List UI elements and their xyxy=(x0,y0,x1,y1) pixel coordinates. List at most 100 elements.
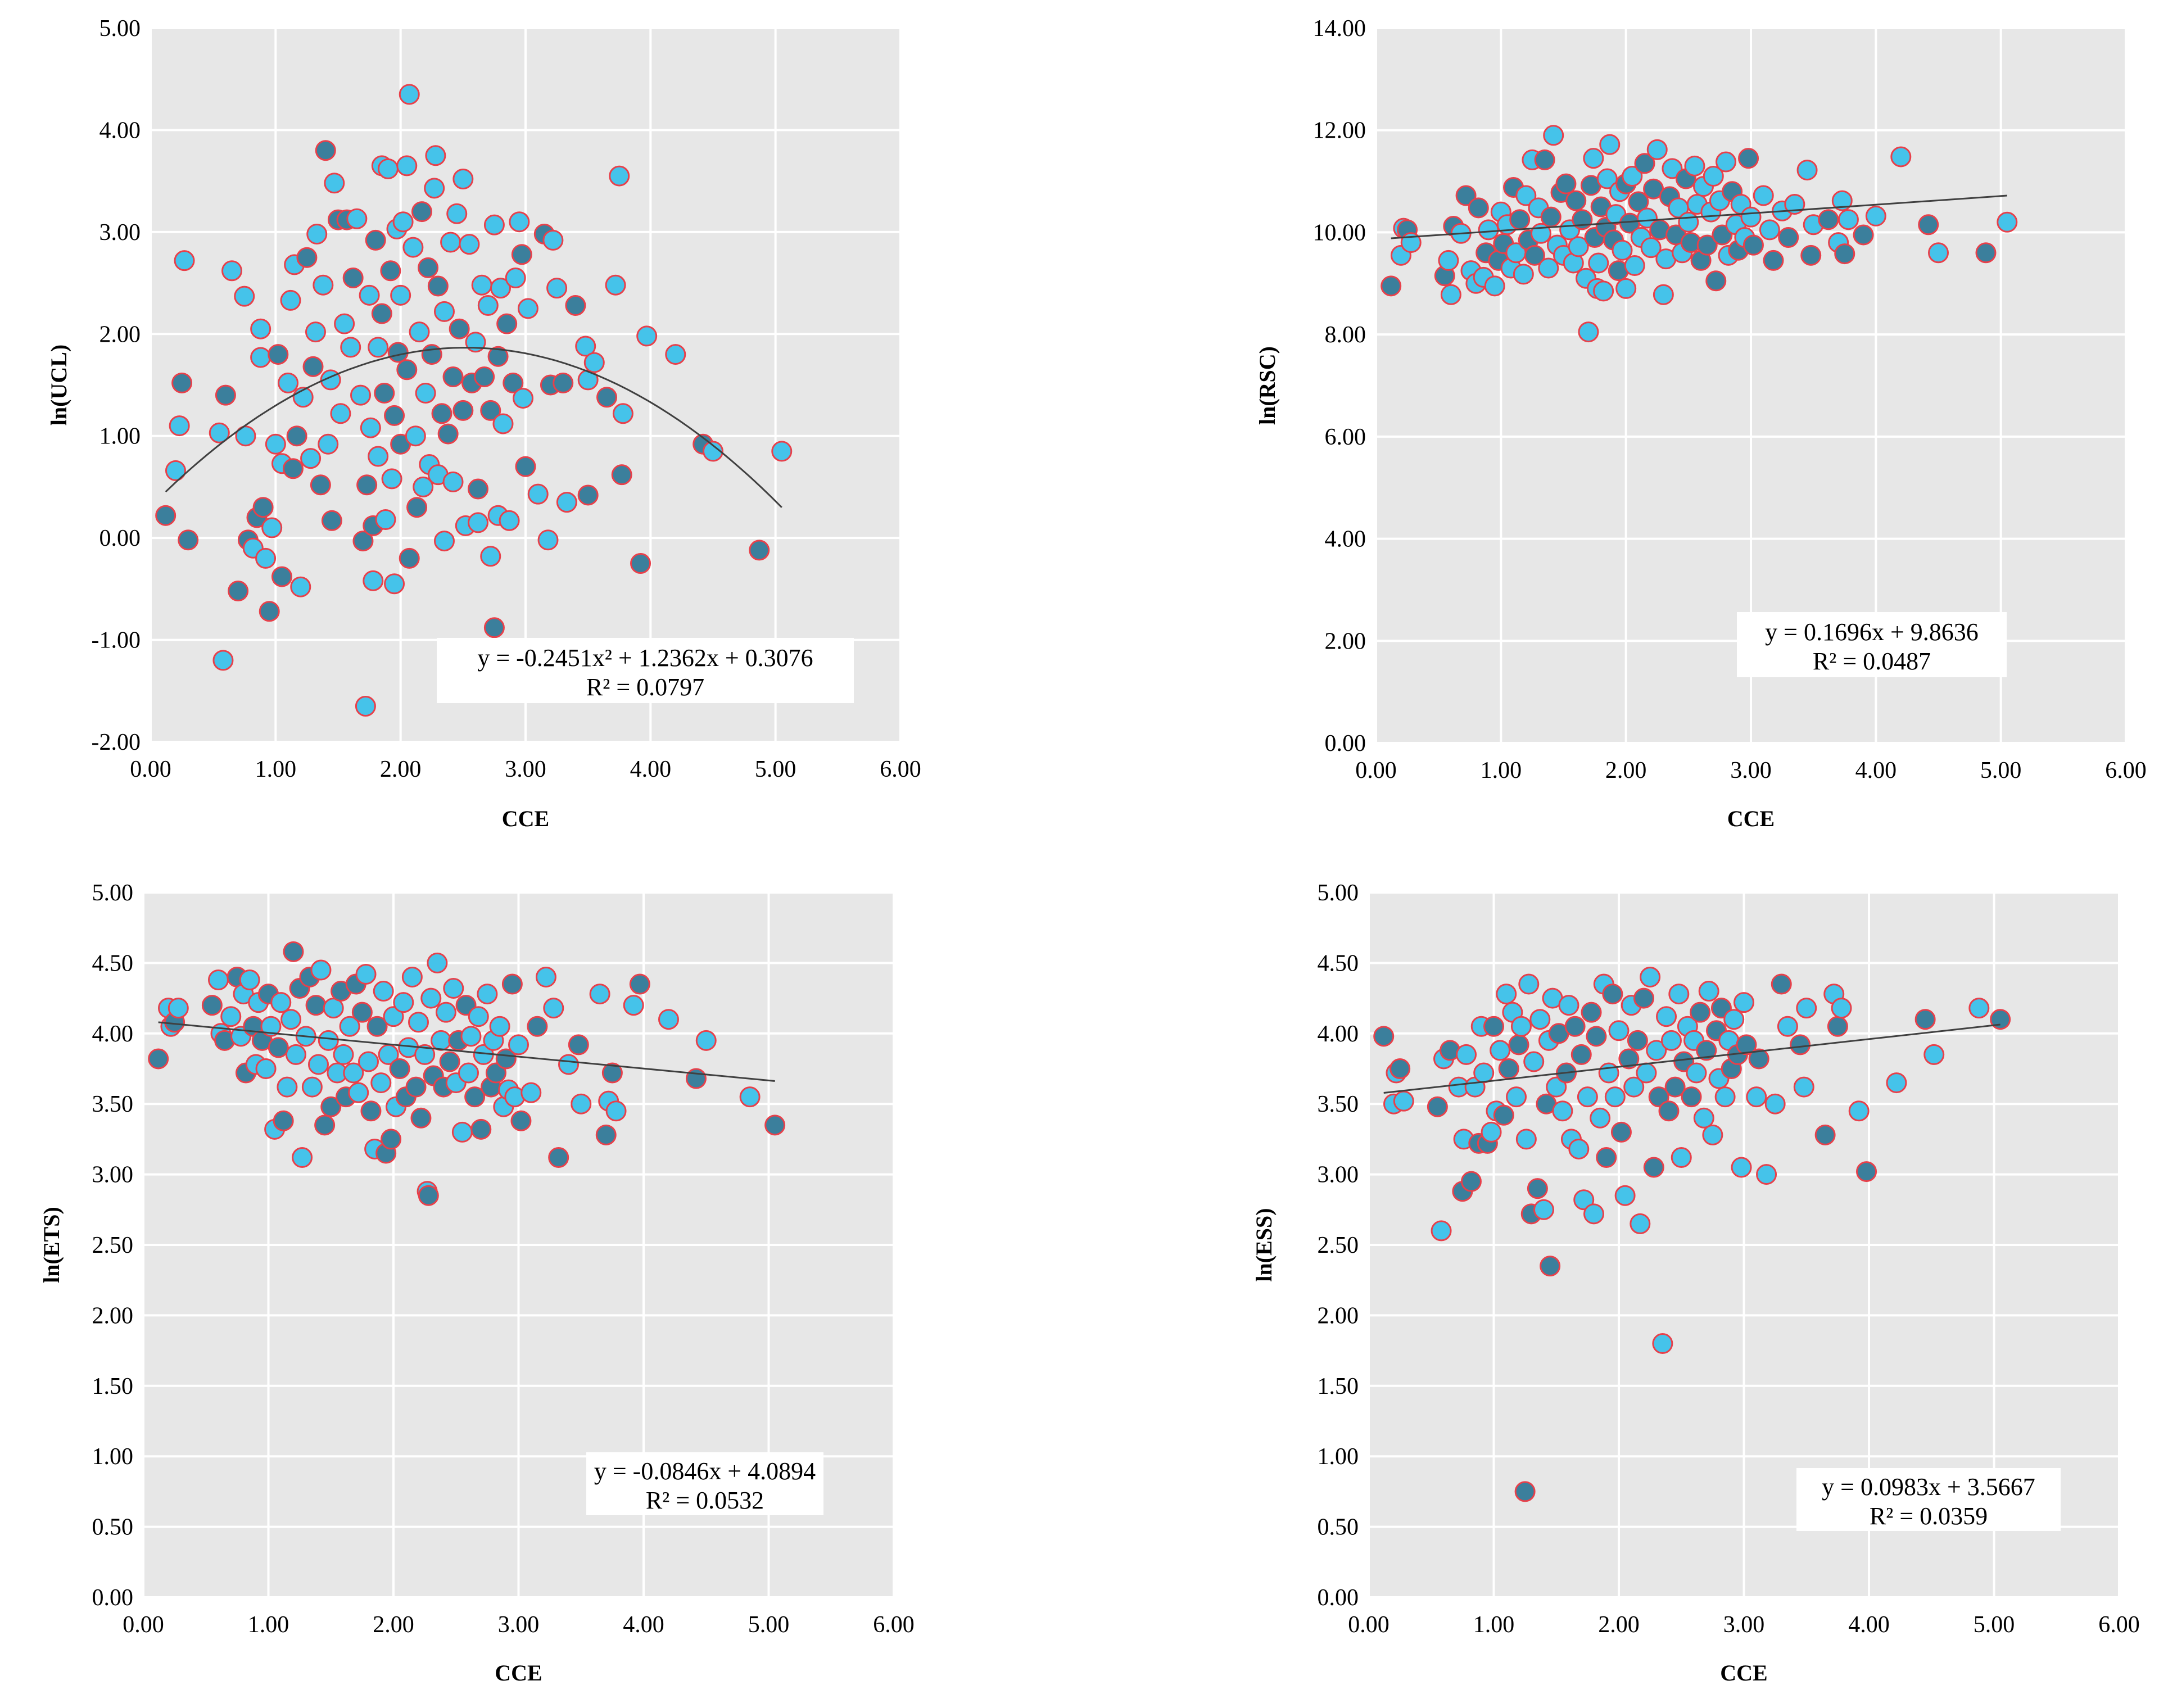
data-point xyxy=(460,1026,482,1047)
y-tick-label: 0.00 xyxy=(99,525,141,551)
data-point xyxy=(1975,242,1997,264)
data-point xyxy=(527,1016,548,1037)
data-point xyxy=(435,1002,456,1023)
data-point xyxy=(1818,209,1839,230)
data-point xyxy=(446,203,468,224)
data-point xyxy=(396,155,418,176)
data-point xyxy=(414,1044,436,1065)
y-tick-label: 1.00 xyxy=(1318,1444,1359,1470)
data-point xyxy=(402,237,424,258)
data-point xyxy=(1523,1051,1545,1072)
data-point xyxy=(1796,998,1817,1019)
data-point xyxy=(348,1082,369,1103)
data-point xyxy=(375,509,396,530)
x-tick-label: 0.00 xyxy=(1355,758,1397,783)
data-point xyxy=(1581,1002,1602,1023)
data-point xyxy=(305,321,326,343)
data-point xyxy=(1558,995,1579,1016)
data-point xyxy=(499,510,520,531)
data-point xyxy=(1608,1020,1630,1041)
data-point xyxy=(1648,1086,1669,1108)
data-point xyxy=(480,546,501,567)
data-point xyxy=(439,1051,460,1072)
y-axis-title: ln(ESS) xyxy=(1251,1208,1277,1281)
x-tick-label: 4.00 xyxy=(623,1612,664,1638)
data-point xyxy=(292,1147,313,1168)
data-point xyxy=(458,1062,479,1084)
data-point xyxy=(1615,278,1637,299)
y-tick-label: 3.50 xyxy=(92,1091,134,1117)
data-point xyxy=(605,1100,627,1122)
data-point xyxy=(431,1030,452,1051)
data-point xyxy=(1784,193,1805,215)
data-point xyxy=(1684,155,1705,176)
x-tick-label: 2.00 xyxy=(373,1612,414,1638)
data-point xyxy=(168,998,189,1019)
x-tick-label: 4.00 xyxy=(1855,758,1897,783)
data-point xyxy=(1533,1199,1554,1220)
data-point xyxy=(546,278,568,299)
data-point xyxy=(1646,139,1668,160)
panel-ets: 0.00 0.50 1.00 1.50 2.00 2.50 3.00 3.50 4.00 4.50… xyxy=(39,880,915,1686)
data-point xyxy=(565,295,586,316)
data-point xyxy=(220,1006,242,1027)
data-point xyxy=(221,260,243,282)
data-point xyxy=(363,570,384,591)
data-point xyxy=(405,1076,427,1098)
data-point xyxy=(260,1016,282,1037)
data-point xyxy=(399,84,420,105)
trend-equation: y = -0.2451x² + 1.2362x + 0.3076 xyxy=(477,644,813,672)
data-point xyxy=(1734,992,1754,1013)
data-point xyxy=(1473,1062,1495,1084)
data-point xyxy=(420,987,442,1009)
data-point xyxy=(452,400,474,421)
data-point xyxy=(535,966,556,987)
data-point xyxy=(365,229,386,251)
data-point xyxy=(1627,1030,1648,1051)
data-point xyxy=(360,1100,382,1122)
data-point xyxy=(171,372,193,393)
data-point xyxy=(1583,1203,1604,1225)
y-tick-label: 2.50 xyxy=(1318,1233,1359,1258)
data-point xyxy=(577,484,599,506)
data-point xyxy=(548,1147,569,1168)
data-point xyxy=(433,301,455,322)
data-point xyxy=(1546,1076,1567,1098)
data-point xyxy=(409,321,430,343)
data-point xyxy=(1723,1009,1745,1030)
data-point xyxy=(470,1118,492,1140)
x-tick-label: 6.00 xyxy=(2105,758,2147,783)
data-point xyxy=(1529,1009,1551,1030)
data-point xyxy=(474,366,495,387)
data-point xyxy=(468,512,489,533)
y-axis-title: ln(RSC) xyxy=(1255,346,1280,425)
equation-box xyxy=(1737,612,2007,677)
data-point xyxy=(1681,1086,1702,1108)
data-point xyxy=(252,497,274,518)
data-point xyxy=(1793,1076,1814,1098)
equation-box xyxy=(1796,1468,2061,1531)
data-point xyxy=(165,460,186,481)
y-tick-label: 2.50 xyxy=(92,1233,134,1258)
data-point xyxy=(265,433,286,455)
data-point xyxy=(286,425,307,447)
data-point xyxy=(1731,1157,1752,1178)
y-axis-title: ln(UCL) xyxy=(46,345,71,425)
y-tick-label: 4.00 xyxy=(1325,527,1366,552)
data-point xyxy=(381,468,402,490)
data-point xyxy=(487,346,509,367)
data-point xyxy=(517,298,538,319)
data-point xyxy=(1796,160,1818,181)
data-point xyxy=(1438,250,1459,271)
data-point xyxy=(314,1114,336,1136)
data-point xyxy=(508,1034,529,1055)
x-tick-label: 0.00 xyxy=(1348,1612,1389,1638)
data-point xyxy=(1630,1213,1651,1234)
data-point xyxy=(477,295,499,316)
data-point xyxy=(1604,1086,1626,1108)
data-point xyxy=(1636,207,1658,229)
r-squared: R² = 0.0532 xyxy=(646,1487,764,1514)
data-point xyxy=(320,1096,342,1117)
data-point xyxy=(431,403,452,424)
x-tick-label: 1.00 xyxy=(1481,758,1522,783)
